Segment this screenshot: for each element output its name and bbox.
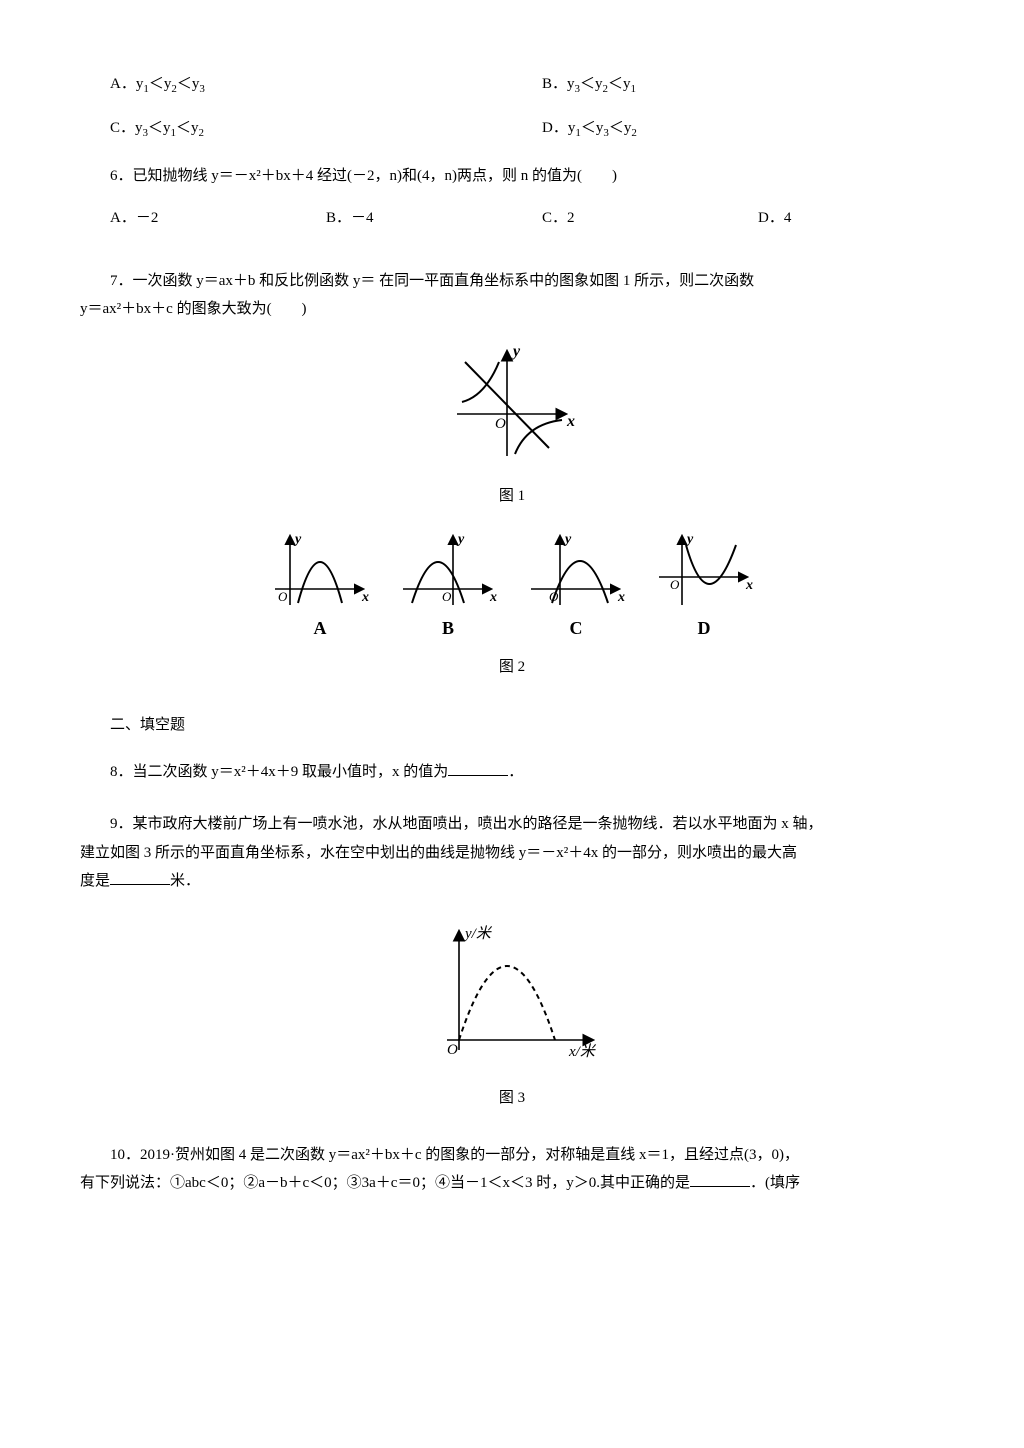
option-label-a: A [314,611,327,645]
question-9-line3-before: 度是 [80,873,110,889]
svg-text:y: y [511,344,521,360]
option-d: D．y1＜y3＜y2 [512,114,944,144]
prev-question-options: A．y1＜y2＜y3 B．y3＜y2＜y1 [80,70,944,100]
option-d: D．4 [728,204,944,233]
svg-text:O: O [278,589,288,604]
figure-1-caption: 图 1 [80,482,944,511]
svg-text:y: y [456,532,465,547]
figure-1: x y O [80,344,944,475]
svg-text:x: x [361,590,369,605]
question-10-line2-after: ．(填序 [750,1175,800,1191]
figure-2-caption: 图 2 [80,653,944,682]
figure-3: y/米 x/米 O [80,922,944,1073]
blank-q8 [448,761,508,776]
figure-2-option-a: x y O A [270,531,370,645]
svg-text:y: y [685,532,694,547]
svg-text:x: x [489,590,497,605]
option-b: B．－4 [296,204,512,233]
svg-text:y: y [293,532,302,547]
option-label-b: B [442,611,454,645]
figure-1-svg: x y O [447,344,577,464]
svg-text:O: O [442,589,452,604]
figure-2-option-b: x y O B [398,531,498,645]
section-2-title: 二、填空题 [80,711,944,740]
figure-2-option-c: x y O C [526,531,626,645]
svg-text:y: y [563,532,572,547]
option-label-d: D [698,611,711,645]
option-a: A．－2 [80,204,296,233]
question-7-line1: 7．一次函数 y＝ax＋b 和反比例函数 y＝ 在同一平面直角坐标系中的图象如图… [80,267,944,296]
option-a: A．y1＜y2＜y3 [80,70,512,100]
figure-2: x y O A x y O B [80,531,944,645]
question-10-line2: 有下列说法：①abc＜0；②a－b＋c＜0；③3a＋c＝0；④当－1＜x＜3 时… [80,1169,944,1198]
svg-text:O: O [447,1042,458,1058]
question-9-line2: 建立如图 3 所示的平面直角坐标系，水在空中划出的曲线是抛物线 y＝－x²＋4x… [80,839,944,868]
figure-2-option-d: x y O D [654,531,754,645]
prev-question-options-row2: C．y3＜y1＜y2 D．y1＜y3＜y2 [80,114,944,144]
question-9-line3: 度是 米． [80,867,944,896]
question-7-line2: y＝ax²＋bx＋c 的图象大致为( ) [80,295,944,324]
svg-text:O: O [495,416,506,432]
figure-3-svg: y/米 x/米 O [417,922,607,1062]
blank-q9 [110,870,170,885]
figure-3-ylabel: y/米 [463,925,493,942]
svg-text:x: x [566,413,575,430]
svg-text:x: x [745,578,753,593]
question-9-line1: 9．某市政府大楼前广场上有一喷水池，水从地面喷出，喷出水的路径是一条抛物线．若以… [80,810,944,839]
question-10-line1: 10．2019·贺州如图 4 是二次函数 y＝ax²＋bx＋c 的图象的一部分，… [80,1141,944,1170]
question-8-after: ． [508,764,523,780]
figure-3-xlabel: x/米 [568,1043,597,1060]
question-9-line3-after: 米． [170,873,200,889]
figure-3-caption: 图 3 [80,1084,944,1113]
question-6: 6．已知抛物线 y＝－x²＋bx＋4 经过(－2，n)和(4，n)两点，则 n … [80,162,944,191]
svg-text:x: x [617,590,625,605]
blank-q10 [690,1172,750,1187]
option-c: C．2 [512,204,728,233]
option-b: B．y3＜y2＜y1 [512,70,944,100]
question-8: 8．当二次函数 y＝x²＋4x＋9 取最小值时，x 的值为 ． [80,758,944,787]
question-6-options: A．－2 B．－4 C．2 D．4 [80,204,944,233]
question-10-line2-before: 有下列说法：①abc＜0；②a－b＋c＜0；③3a＋c＝0；④当－1＜x＜3 时… [80,1175,690,1191]
svg-text:O: O [670,577,680,592]
question-8-before: 8．当二次函数 y＝x²＋4x＋9 取最小值时，x 的值为 [110,764,448,780]
option-c: C．y3＜y1＜y2 [80,114,512,144]
option-label-c: C [570,611,583,645]
